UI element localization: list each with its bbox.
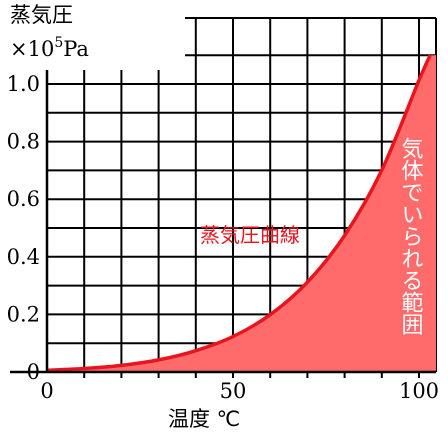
y-axis-title: 蒸気圧: [10, 3, 73, 27]
axis-layer: 0 50 100 0 0.2 0.4 0.6 0.8 1.0: [7, 70, 439, 403]
y-axis-unit-suffix: Pa: [63, 37, 89, 61]
area-layer: [46, 54, 436, 373]
curve-label: 蒸気圧曲線: [200, 223, 300, 247]
vapor-pressure-curve: [46, 54, 432, 373]
x-tick-label: 100: [399, 379, 439, 403]
y-tick-label: 0.4: [7, 245, 40, 269]
y-tick-label: 1.0: [7, 72, 40, 96]
y-axis-unit-exponent: 5: [54, 35, 63, 51]
y-axis-unit-prefix: ×10: [10, 37, 54, 61]
y-axis-unit: ×105Pa: [10, 35, 89, 61]
y-tick-label: 0.6: [7, 187, 40, 211]
x-axis-title: 温度 ℃: [168, 407, 240, 431]
y-tick-label: 0.2: [7, 302, 40, 326]
y-tick-label: 0.8: [7, 130, 40, 154]
x-tick-label: 0: [40, 379, 53, 403]
y-tick-label: 0: [27, 360, 40, 384]
region-label: 気体でいられる範囲: [398, 137, 424, 335]
region-fill: [47, 55, 436, 372]
label-layer: 蒸気圧 ×105Pa 温度 ℃ 蒸気圧曲線 気体でいられる範囲: [10, 3, 424, 431]
x-tick-label: 50: [220, 379, 247, 403]
